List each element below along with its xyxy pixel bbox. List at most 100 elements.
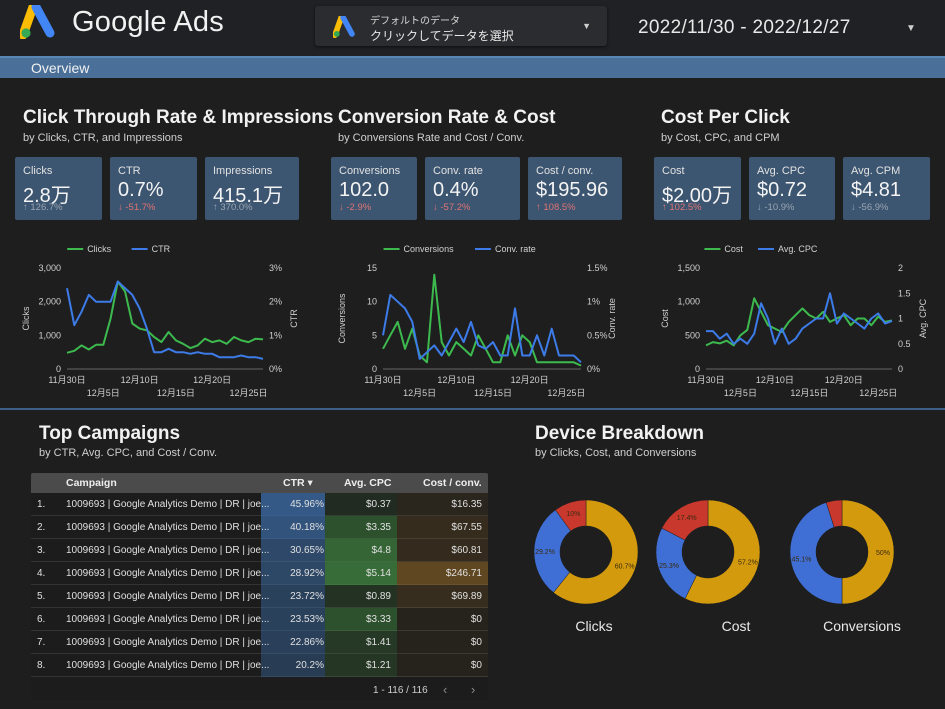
cost-conv-heat-cell <box>397 516 488 539</box>
y-tick-label: 1% <box>587 297 600 307</box>
y-tick-label: 0 <box>898 364 903 374</box>
chevron-down-icon[interactable]: ▼ <box>906 23 916 34</box>
campaign-name: 1009693 | Google Analytics Demo | DR | j… <box>66 660 270 671</box>
scorecard-cost-per-conv[interactable]: Cost / conv. $195.96 ↑ 108.5% <box>528 157 622 220</box>
x-tick-label: 12月10日 <box>437 375 475 385</box>
donut-slice-mobile <box>789 502 843 605</box>
y-tick-label: 1,000 <box>38 330 61 340</box>
scorecard-value: 2.8万 <box>23 185 71 207</box>
donut-slice-label: 50% <box>876 550 890 557</box>
y-tick-label: 15 <box>367 263 377 273</box>
cost-conv-heat-cell <box>397 608 488 631</box>
ctr-heat-cell <box>261 585 325 608</box>
next-page-button[interactable]: › <box>471 682 476 697</box>
campaign-name: 1009693 | Google Analytics Demo | DR | j… <box>66 522 270 533</box>
prev-page-button[interactable]: ‹ <box>443 682 448 697</box>
ctr-value: 40.18% <box>290 522 324 533</box>
scorecard-ctr[interactable]: CTR 0.7% ↓ -51.7% <box>110 157 197 220</box>
cpc-heat-cell <box>325 608 397 631</box>
scorecard-avg-cpc[interactable]: Avg. CPC $0.72 ↓ -10.9% <box>749 157 835 220</box>
x-tick-label: 12月25日 <box>547 388 585 398</box>
header-bar: Google Ads デフォルトのデータ クリックしてデータを選択 ▼ 2022… <box>0 0 945 56</box>
date-range-picker[interactable]: 2022/11/30 - 2022/12/27 <box>638 17 851 38</box>
series-line-conv-rate <box>382 293 582 364</box>
campaign-name: 1009693 | Google Analytics Demo | DR | j… <box>66 614 270 625</box>
section-title-campaigns: Top Campaigns <box>39 423 181 444</box>
scorecard-value: $4.81 <box>851 179 902 201</box>
ctr-value: 22.86% <box>290 637 324 648</box>
table-row[interactable]: 7. 1009693 | Google Analytics Demo | DR |… <box>31 631 488 654</box>
y-tick-label: 0 <box>372 364 377 374</box>
cost-conv-heat-cell <box>397 493 488 516</box>
cpc-heat-cell <box>325 493 397 516</box>
cost-conv-heat-cell <box>397 631 488 654</box>
y-tick-label: 3,000 <box>38 263 61 273</box>
section-title-cpc: Cost Per Click <box>661 107 790 128</box>
table-row[interactable]: 8. 1009693 | Google Analytics Demo | DR |… <box>31 654 488 677</box>
scorecard-change: ↓ -2.9% <box>339 202 372 213</box>
y-tick-label: 1.5 <box>898 288 911 298</box>
page-nav: Overview <box>0 56 945 78</box>
column-header-ctr[interactable]: CTR ▾ <box>283 477 313 489</box>
scorecard-avg-cpm[interactable]: Avg. CPM $4.81 ↓ -56.9% <box>843 157 930 220</box>
avg-cpc-value: $1.21 <box>365 660 391 671</box>
section-subtitle-device: by Clicks, Cost, and Conversions <box>535 447 697 459</box>
scorecard-label: Cost / conv. <box>536 165 594 177</box>
donut-slice-label: 25.3% <box>659 563 679 570</box>
y-tick-label: 0 <box>695 364 700 374</box>
scorecard-value: 415.1万 <box>213 185 284 207</box>
table-row[interactable]: 3. 1009693 | Google Analytics Demo | DR |… <box>31 539 488 562</box>
cpc-heat-cell <box>325 539 397 562</box>
cost-cpc-line-chart[interactable]: Cost Avg. CPC 1,500 1,000 500 0 2 1.5 1 0.5 0 Cost A… <box>654 240 934 405</box>
section-subtitle-cpc: by Cost, CPC, and CPM <box>661 132 780 144</box>
column-header-avg-cpc[interactable]: Avg. CPC <box>344 477 392 489</box>
cost-per-conv-value: $0 <box>470 614 482 625</box>
tab-overview[interactable]: Overview <box>31 60 90 76</box>
table-row[interactable]: 4. 1009693 | Google Analytics Demo | DR |… <box>31 562 488 585</box>
campaign-name: 1009693 | Google Analytics Demo | DR | j… <box>66 499 270 510</box>
column-header-campaign[interactable]: Campaign <box>66 477 117 489</box>
section-subtitle-campaigns: by CTR, Avg. CPC, and Cost / Conv. <box>39 447 218 459</box>
cost-per-conv-value: $60.81 <box>451 545 482 556</box>
row-number: 3. <box>37 545 46 556</box>
y-tick-label: 1 <box>898 314 903 324</box>
campaign-name: 1009693 | Google Analytics Demo | DR | j… <box>66 637 270 648</box>
google-ads-logo-icon <box>333 16 355 38</box>
scorecard-impressions[interactable]: Impressions 415.1万 ↑ 370.0% <box>205 157 299 220</box>
row-number: 2. <box>37 522 46 533</box>
scorecard-change: ↓ -56.9% <box>851 202 889 213</box>
cpc-heat-cell <box>325 654 397 677</box>
scorecard-conversions[interactable]: Conversions 102.0 ↓ -2.9% <box>331 157 417 220</box>
ctr-heat-cell <box>261 539 325 562</box>
avg-cpc-value: $4.8 <box>371 545 391 556</box>
series-line-avg-cpc <box>706 292 893 345</box>
y-axis-title: Clicks <box>21 306 31 330</box>
y-tick-label: 1% <box>269 330 282 340</box>
avg-cpc-value: $3.35 <box>365 522 391 533</box>
section-divider <box>0 408 945 410</box>
table-row[interactable]: 6. 1009693 | Google Analytics Demo | DR |… <box>31 608 488 631</box>
y-tick-label: 0% <box>587 364 600 374</box>
scorecard-change: ↑ 126.7% <box>23 202 63 213</box>
y-axis-title: Conv. rate <box>607 298 617 339</box>
legend-label: Conversions <box>404 244 455 254</box>
device-breakdown-donuts[interactable]: 60.7% 29.2% 10% 57.2% 25.3% 17.4% 50% 45.1% <box>520 490 940 615</box>
cost-conv-heat-cell <box>397 654 488 677</box>
scorecard-cost[interactable]: Cost $2.00万 ↑ 102.5% <box>654 157 741 220</box>
data-source-select[interactable]: デフォルトのデータ クリックしてデータを選択 ▼ <box>315 6 607 46</box>
scorecard-change: ↑ 370.0% <box>213 202 253 213</box>
table-row[interactable]: 1. 1009693 | Google Analytics Demo | DR |… <box>31 493 488 516</box>
scorecard-clicks[interactable]: Clicks 2.8万 ↑ 126.7% <box>15 157 102 220</box>
row-number: 6. <box>37 614 46 625</box>
table-row[interactable]: 2. 1009693 | Google Analytics Demo | DR |… <box>31 516 488 539</box>
avg-cpc-value: $0.37 <box>365 499 391 510</box>
scorecard-conv-rate[interactable]: Conv. rate 0.4% ↓ -57.2% <box>425 157 520 220</box>
column-header-cost-per-conv[interactable]: Cost / conv. <box>423 477 482 489</box>
table-row[interactable]: 5. 1009693 | Google Analytics Demo | DR |… <box>31 585 488 608</box>
clicks-ctr-line-chart[interactable]: Clicks CTR 3,000 2,000 1,000 0 3% 2% 1% 0% Clicks C… <box>15 240 305 405</box>
table-header: Campaign CTR ▾ Avg. CPC Cost / conv. <box>31 473 488 493</box>
conversions-rate-line-chart[interactable]: Conversions Conv. rate 15 10 5 0 1.5% 1% 0.5% 0% C… <box>331 240 623 405</box>
y-axis-title: CTR <box>289 309 299 328</box>
scorecard-label: Conv. rate <box>433 165 483 177</box>
x-tick-label: 12月25日 <box>859 388 897 398</box>
